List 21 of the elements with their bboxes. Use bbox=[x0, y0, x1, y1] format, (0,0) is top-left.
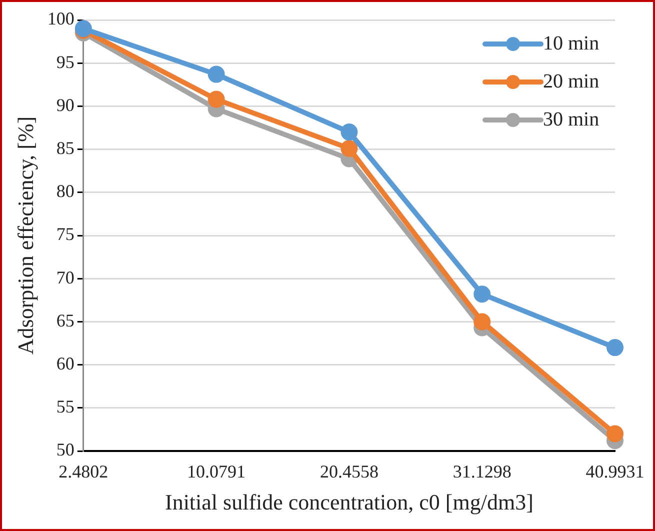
y-tick-label: 55 bbox=[56, 396, 74, 417]
legend-label: 10 min bbox=[543, 32, 600, 54]
y-tick-label: 65 bbox=[56, 310, 74, 330]
y-tick-label: 100 bbox=[47, 8, 74, 29]
y-tick-label: 95 bbox=[56, 52, 74, 72]
x-tick-label: 20.4558 bbox=[320, 462, 378, 482]
y-tick-label: 60 bbox=[56, 354, 74, 374]
y-tick-label: 70 bbox=[56, 267, 74, 288]
y-tick-label: 50 bbox=[56, 440, 74, 460]
legend-label: 30 min bbox=[543, 108, 600, 130]
x-tick-label: 31.1298 bbox=[452, 462, 512, 482]
y-axis-title: Adsorption effeciency, [%] bbox=[12, 116, 38, 355]
x-tick-label: 2.4802 bbox=[58, 462, 108, 482]
y-tick-label: 90 bbox=[56, 94, 74, 115]
y-tick-label: 75 bbox=[56, 224, 74, 244]
x-tick-label: 40.9931 bbox=[586, 462, 644, 482]
legend-label: 20 min bbox=[543, 70, 600, 92]
y-tick-label: 85 bbox=[56, 138, 74, 158]
y-tick-label: 80 bbox=[56, 181, 74, 202]
x-tick-label: 10.0791 bbox=[187, 462, 246, 482]
x-axis-title: Initial sulfide concentration, c0 [mg/dm3] bbox=[164, 490, 534, 515]
